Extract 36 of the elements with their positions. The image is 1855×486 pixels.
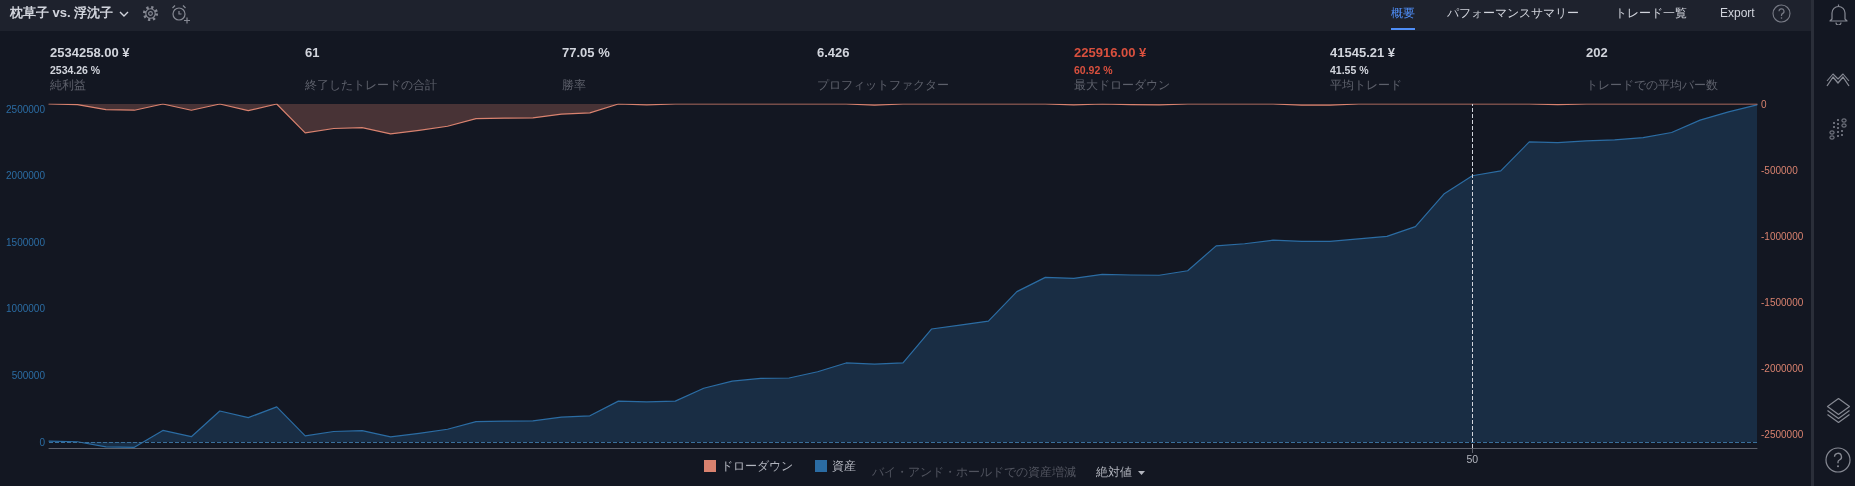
text: 77.05 % <box>562 45 610 61</box>
text: 平均トレード <box>1330 77 1402 93</box>
text: 概要 <box>1391 6 1415 21</box>
y-tick-label: 500000 <box>11 369 46 381</box>
text: 勝率 <box>562 77 586 93</box>
y-tick-label: 1500000 <box>6 236 46 248</box>
text: トレードでの平均バー数 <box>1586 77 1718 93</box>
y-tick-label: 2500000 <box>6 103 46 115</box>
y2-tick-label: -1500000 <box>1761 296 1804 308</box>
y2-tick-label: 0 <box>1761 98 1767 110</box>
y2-tick-label: -1000000 <box>1761 230 1804 242</box>
text: 絶対値 <box>1096 465 1132 480</box>
y2-tick-label: -500000 <box>1761 164 1799 176</box>
text: 60.92 % <box>1074 63 1113 77</box>
text: 6.426 <box>817 45 850 61</box>
legend-label: ドローダウン <box>721 459 793 473</box>
text: 終了したトレードの合計 <box>305 77 437 93</box>
text: Export <box>1720 6 1755 21</box>
text: 2534258.00 ¥ <box>50 45 130 61</box>
y-tick-label: 2000000 <box>6 170 46 182</box>
y2-tick-label: -2000000 <box>1761 363 1804 375</box>
text: 202 <box>1586 45 1608 61</box>
text: 41.55 % <box>1330 63 1369 77</box>
x-tick-label: 50 <box>1466 452 1479 465</box>
text: 2534.26 % <box>50 63 101 77</box>
y-tick-label: 1000000 <box>6 303 46 315</box>
text: 225916.00 ¥ <box>1074 45 1147 61</box>
text: パフォーマンスサマリー <box>1447 6 1579 21</box>
y-tick-label: 0 <box>39 436 46 448</box>
text: トレード一覧 <box>1615 6 1687 21</box>
text: 枕草子 vs. 浮沈子 <box>10 5 114 21</box>
legend-label: 資産 <box>832 459 856 473</box>
text: 61 <box>305 45 320 61</box>
text: 41545.21 ¥ <box>1330 45 1396 61</box>
text: 純利益 <box>50 77 86 93</box>
y2-tick-label: -2500000 <box>1761 429 1804 441</box>
